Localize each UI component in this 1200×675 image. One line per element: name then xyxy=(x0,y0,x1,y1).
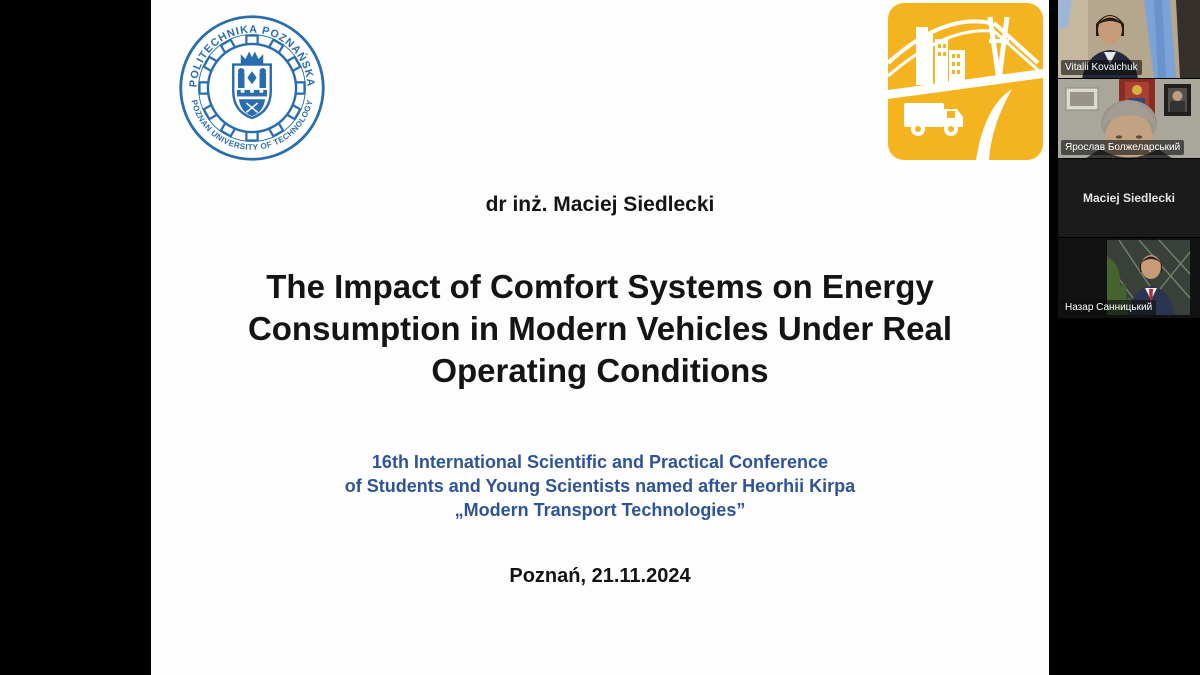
road-swoosh-icon xyxy=(976,89,1012,160)
slide-title-line-2: Consumption in Modern Vehicles Under Rea… xyxy=(247,310,953,347)
participant-name-label: Назар Санницький xyxy=(1061,300,1157,315)
flag-left-icon xyxy=(1058,0,1072,30)
truck-icon xyxy=(904,103,963,136)
participant-tile-vitalii-kovalchuk[interactable]: Vitalii Kovalchuk xyxy=(1058,0,1200,78)
picture-frame-icon xyxy=(1065,87,1099,111)
university-logo-icon: POLITECHNIKA POZNAŃSKA POZNAN UNIVERSITY… xyxy=(179,15,325,161)
participant-name-label: Ярослав Болжеларський xyxy=(1061,140,1185,155)
shared-slide: POLITECHNIKA POZNAŃSKA POZNAN UNIVERSITY… xyxy=(151,0,1049,675)
slide-title-line-3: Operating Conditions xyxy=(431,352,769,389)
participant-tile-yaroslav-bolzhelarskyi[interactable]: Ярослав Болжеларський xyxy=(1058,79,1200,158)
conference-line-3: „Modern Transport Technologies” xyxy=(454,500,746,520)
portrait-frame-icon xyxy=(1164,84,1191,116)
slide-title: The Impact of Comfort Systems on Energy … xyxy=(151,266,1049,392)
buildings-icon xyxy=(916,27,965,85)
crest-icon xyxy=(232,51,272,120)
slide-title-line-1: The Impact of Comfort Systems on Energy xyxy=(266,268,934,305)
participant-tile-nazar-sannytskyi[interactable]: Назар Санницький xyxy=(1058,238,1200,318)
tie-icon xyxy=(1149,289,1153,303)
participant-name-centered: Maciej Siedlecki xyxy=(1082,191,1176,205)
slide-author: dr inż. Maciej Siedlecki xyxy=(485,193,715,216)
conference-logo-icon xyxy=(888,3,1043,160)
conference-line-1: 16th International Scientific and Practi… xyxy=(371,452,829,472)
bridge-icon xyxy=(888,16,1040,82)
conference-line-2: of Students and Young Scientists named a… xyxy=(344,476,856,496)
slide-date-location: Poznań, 21.11.2024 xyxy=(509,565,691,587)
conference-subtitle: 16th International Scientific and Practi… xyxy=(151,450,1049,522)
participant-name-label: Vitalii Kovalchuk xyxy=(1061,60,1142,75)
participant-tile-maciej-siedlecki[interactable]: Maciej Siedlecki xyxy=(1058,159,1200,237)
